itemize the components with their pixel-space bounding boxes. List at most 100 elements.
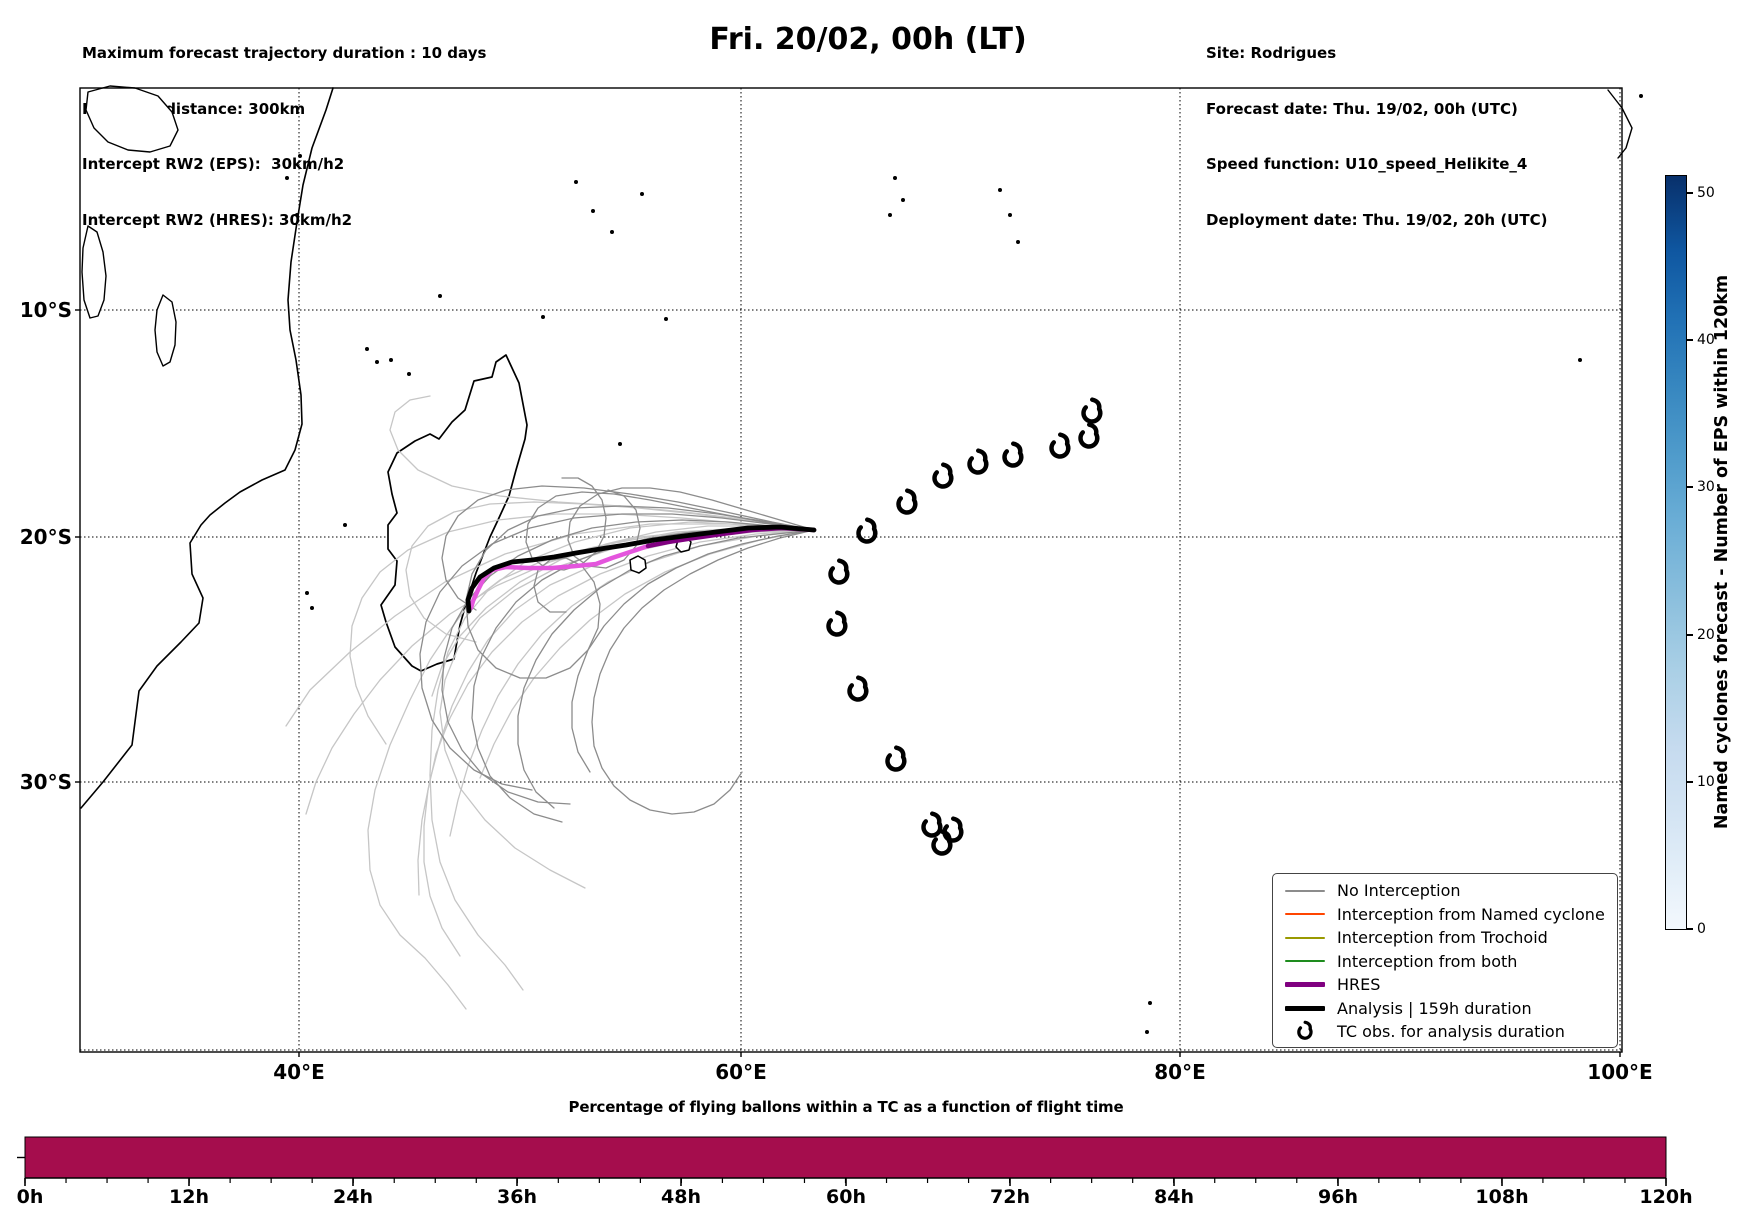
small-island-dot [893,176,897,180]
site-info-block: Site: Rodrigues Forecast date: Thu. 19/0… [1206,7,1547,248]
small-island-dot [285,176,289,180]
bottom-chart-tick-label: 96h [1318,1186,1358,1208]
legend-line-swatch [1285,1005,1325,1011]
tropical-cyclone-icon [888,748,905,770]
small-island-dot [389,358,393,362]
colorbar-tick [1687,634,1693,636]
coastline-africa [80,87,334,809]
tc-symbol-icon [1297,1020,1313,1040]
tropical-cyclone-icon [1081,425,1098,447]
small-island-dot [1578,358,1582,362]
small-island-dot [1145,1030,1149,1034]
hres-trajectory-far [468,543,651,611]
lake-victoria [85,85,179,153]
tropical-cyclone-icon [1005,444,1022,466]
tropical-cyclone-icon [850,678,867,700]
param-intercept-rw2-hres: Intercept RW2 (HRES): 30km/h2 [82,210,353,229]
small-island-dot [1008,213,1012,217]
tropical-cyclone-icon [859,520,876,542]
legend-line-sample-icon [1283,960,1327,962]
small-island-dot [610,230,614,234]
eps-trajectory [419,513,815,791]
legend-item: Interception from Trochoid [1283,926,1609,949]
eps-count-colorbar [1665,175,1687,930]
colorbar-tick-label: 40 [1697,332,1715,348]
map-shapes [80,85,1633,1010]
small-island-dot [998,188,1002,192]
eps-trajectory [423,529,815,957]
coastline-sumatra [1607,89,1633,159]
tropical-cyclone-icon [1052,435,1069,457]
eps-trajectory [479,529,815,779]
legend-item: TC obs. for analysis duration [1283,1020,1609,1043]
small-island-dot [295,213,299,217]
eps-trajectory [567,487,815,569]
longitude-label: 100°E [1587,1060,1653,1084]
small-island-dot [310,606,314,610]
colorbar-tick [1687,928,1693,930]
legend-item-label: Interception from both [1337,951,1518,971]
legend-line-swatch [1285,913,1325,915]
eps-trajectory [349,513,815,745]
map-gridlines [80,88,1622,1052]
legend-item-label: No Interception [1337,881,1461,900]
bottom-chart-tick-label: 60h [826,1186,866,1208]
bottom-chart-tick-label: 24h [333,1186,373,1208]
small-island-dot [298,154,302,158]
eps-trajectory [525,477,815,571]
legend-item: Analysis | 159h duration [1283,997,1609,1020]
info-site: Site: Rodrigues [1206,44,1337,62]
legend-item: No Interception [1283,879,1609,902]
colorbar-tick-label: 10 [1697,774,1715,790]
eps-trajectory [429,521,815,991]
legend-item-label: TC obs. for analysis duration [1337,1022,1565,1041]
bottom-chart-tick-label: 36h [497,1186,537,1208]
tropical-cyclone-icon [935,465,952,487]
colorbar-tick [1687,486,1693,488]
small-island-dot [640,192,644,196]
eps-trajectory [517,529,815,809]
colorbar-tick [1687,781,1693,783]
small-island-dot [1016,240,1020,244]
map-small-islands [285,94,1643,1034]
eps-trajectory [465,505,815,679]
island-reunion [629,555,647,574]
map-frame [75,87,1623,1057]
small-island-dot [343,523,347,527]
legend-line-swatch [1285,889,1325,892]
legend-item: HRES [1283,973,1609,996]
coastline-madagascar [380,354,528,672]
info-forecast-date: Forecast date: Thu. 19/02, 00h (UTC) [1206,99,1518,118]
eps-trajectory [441,519,815,805]
bottom-bar-chart [17,1136,1667,1186]
bottom-chart-tick-label: 48h [661,1186,701,1208]
small-island-dot [305,591,309,595]
eps-trajectory [417,529,815,896]
small-island-dot [664,317,668,321]
latitude-label: 30°S [19,770,72,794]
colorbar-label: Named cyclones forecast - Number of EPS … [1712,274,1732,830]
lake-tanganyika [81,225,107,319]
eps-trajectory [591,529,815,815]
legend-item: Interception from both [1283,950,1609,973]
colorbar-tick [1687,339,1693,341]
small-island-dot [1148,1001,1152,1005]
param-max-duration: Maximum forecast trajectory duration : 1… [82,44,487,62]
bottom-chart-tick-label: 0h [16,1186,44,1208]
colorbar-tick-label: 0 [1697,921,1706,937]
legend-line-sample-icon [1283,889,1327,892]
tropical-cyclone-icon [831,561,848,583]
longitude-label: 60°E [715,1060,767,1084]
small-island-dot [901,198,905,202]
latitude-label: 10°S [19,298,72,322]
legend-line-sample-icon [1283,913,1327,915]
eps-trajectory [285,523,815,727]
legend-item: Interception from Named cyclone [1283,903,1609,926]
small-island-dot [591,209,595,213]
longitude-label: 40°E [273,1060,325,1084]
bottom-chart-tick-label: 72h [990,1186,1030,1208]
bottom-chart-tick-label: 120h [1639,1186,1693,1208]
small-island-dot [541,315,545,319]
